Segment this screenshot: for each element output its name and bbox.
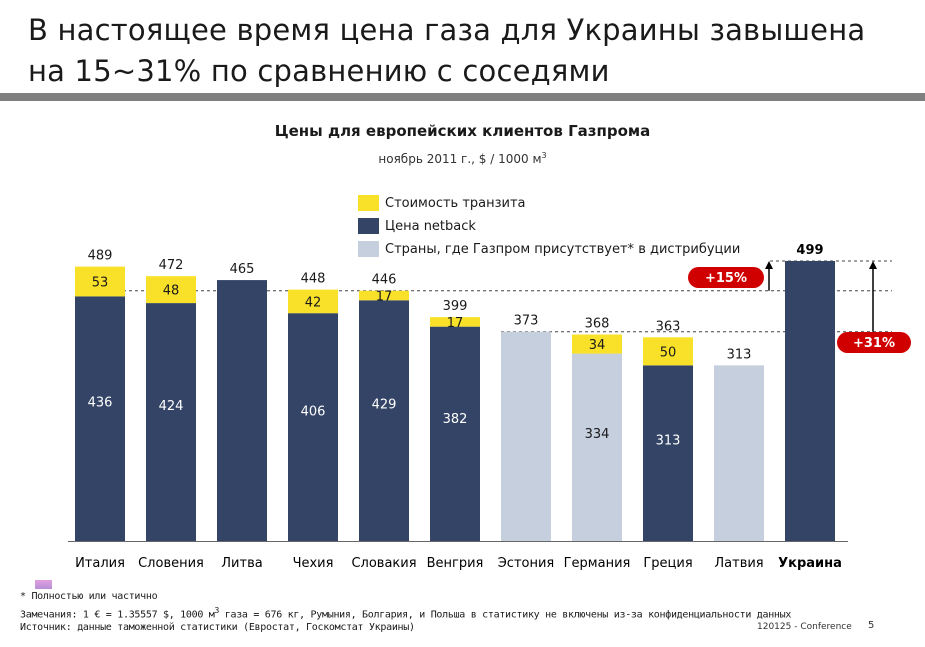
footnote-source: Источник: данные таможенной статистики (… (20, 622, 415, 634)
category-label-чехия: Чехия (293, 556, 334, 571)
transit-label-венгрия: 17 (447, 316, 464, 331)
base-label-словакия: 429 (372, 398, 397, 413)
base-label-словения: 424 (159, 399, 184, 414)
annotation-arrowhead-31 (869, 261, 877, 269)
bar-base-италия (75, 296, 125, 541)
category-label-словения: Словения (138, 556, 204, 571)
title-divider (0, 93, 925, 101)
total-label-литва: 465 (230, 262, 255, 277)
chart-subtitle-text: ноябрь 2011 г., $ / 1000 м (378, 152, 542, 166)
category-label-словакия: Словакия (351, 556, 416, 571)
chart-subtitle-sup: 3 (541, 151, 547, 160)
bar-base-словения (146, 303, 196, 541)
category-label-германия: Германия (564, 556, 631, 571)
base-label-германия: 334 (585, 427, 610, 442)
legend-item-netback: Цена netback (358, 217, 476, 235)
annotation-text-31: +31% (853, 336, 895, 351)
transit-label-германия: 34 (589, 338, 606, 353)
legend-swatch-netback (358, 218, 379, 234)
slide-title: В настоящее время цена газа для Украины … (28, 13, 866, 88)
bar-base-эстония (501, 331, 551, 541)
bar-base-чехия (288, 313, 338, 541)
annotation-arrowhead-15 (765, 261, 773, 269)
total-label-словения: 472 (159, 258, 184, 273)
footer-code: 120125 - Conference (757, 622, 852, 632)
total-label-украина: 499 (796, 243, 823, 258)
footnote-remarks: Замечания: 1 € = 1.35557 $, 1000 м3 газа… (20, 604, 791, 622)
bar-transit-германия (572, 334, 622, 354)
base-label-чехия: 406 (301, 405, 326, 420)
bar-base-украина (785, 261, 835, 541)
total-label-словакия: 446 (372, 273, 397, 288)
bar-base-литва (217, 280, 267, 541)
annotation-badge-31 (837, 332, 911, 353)
bar-transit-чехия (288, 289, 338, 314)
footnote-partial: * Полностью или частично (20, 591, 158, 602)
transit-label-италия: 53 (92, 275, 109, 290)
legend-swatch-distribution (358, 241, 379, 257)
category-label-греция: Греция (643, 556, 692, 571)
base-label-италия: 436 (88, 395, 113, 410)
transit-label-словения: 48 (163, 284, 180, 299)
bar-transit-италия (75, 266, 125, 297)
footnotes: * Полностью или частично Замечания: 1 € … (20, 590, 791, 635)
footnote-remarks-post: газа = 676 кг, Румыния, Болгария, и Поль… (219, 608, 792, 620)
annotation-text-15: +15% (705, 271, 747, 286)
total-label-эстония: 373 (514, 314, 539, 329)
legend-item-transit: Стоимость транзита (358, 194, 526, 212)
bar-base-германия (572, 353, 622, 541)
chart-title: Цены для европейских клиентов Газпрома (274, 122, 651, 140)
total-label-чехия: 448 (301, 272, 326, 287)
bar-base-венгрия (430, 326, 480, 541)
note-marker-icon (35, 580, 52, 589)
category-label-венгрия: Венгрия (427, 556, 484, 571)
total-label-германия: 368 (585, 317, 610, 332)
category-label-литва: Литва (221, 556, 262, 571)
category-label-латвия: Латвия (714, 556, 763, 571)
page-number: 5 (868, 620, 875, 631)
footnote-remarks-pre: Замечания: 1 € = 1.35557 $, 1000 м (20, 608, 215, 620)
footnote-remarks-sup: 3 (214, 605, 220, 615)
total-label-италия: 489 (88, 249, 113, 264)
bar-base-греция (643, 365, 693, 541)
category-label-эстония: Эстония (498, 556, 555, 571)
legend-label-distribution: Страны, где Газпром присутствует* в дист… (385, 241, 741, 257)
transit-label-греция: 50 (660, 345, 677, 360)
total-label-латвия: 313 (727, 347, 752, 362)
bar-transit-словакия (359, 290, 409, 301)
annotation-badge-15 (688, 267, 764, 288)
legend-label-netback: Цена netback (385, 218, 476, 234)
total-label-греция: 363 (656, 319, 681, 334)
bar-transit-греция (643, 337, 693, 366)
legend-swatch-transit (358, 195, 379, 211)
transit-label-чехия: 42 (305, 295, 322, 310)
category-label-украина: Украина (778, 556, 842, 571)
chart-subtitle: ноябрь 2011 г., $ / 1000 м3 (0, 151, 925, 166)
total-label-венгрия: 399 (443, 299, 468, 314)
legend-label-transit: Стоимость транзита (385, 195, 526, 211)
bar-transit-венгрия (430, 317, 480, 327)
base-label-греция: 313 (656, 433, 681, 448)
category-label-италия: Италия (75, 556, 125, 571)
bar-base-латвия (714, 365, 764, 541)
base-label-венгрия: 382 (443, 412, 468, 427)
bar-base-словакия (359, 300, 409, 541)
bar-transit-словения (146, 276, 196, 304)
transit-label-словакия: 17 (376, 290, 393, 305)
legend-item-distribution: Страны, где Газпром присутствует* в дист… (358, 240, 740, 258)
